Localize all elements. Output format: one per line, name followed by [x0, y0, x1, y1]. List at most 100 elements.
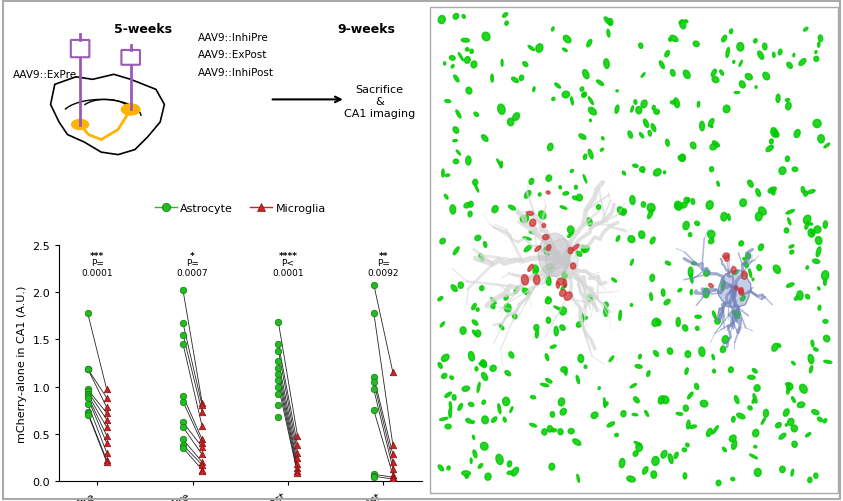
Ellipse shape [813, 260, 819, 264]
Ellipse shape [662, 290, 665, 297]
Ellipse shape [813, 120, 821, 128]
Ellipse shape [438, 465, 443, 471]
Ellipse shape [565, 370, 567, 375]
Ellipse shape [684, 198, 690, 204]
Ellipse shape [568, 429, 574, 434]
Ellipse shape [617, 207, 625, 215]
Ellipse shape [598, 387, 600, 390]
Ellipse shape [809, 366, 813, 373]
Ellipse shape [473, 180, 478, 186]
Ellipse shape [546, 318, 550, 324]
Ellipse shape [685, 351, 690, 358]
Ellipse shape [560, 307, 566, 315]
Text: AAV9::ExPre: AAV9::ExPre [13, 70, 77, 80]
Ellipse shape [524, 191, 531, 199]
Ellipse shape [712, 77, 719, 84]
Ellipse shape [451, 66, 454, 69]
Ellipse shape [439, 418, 448, 420]
Point [386, 471, 400, 479]
Ellipse shape [800, 385, 808, 393]
Ellipse shape [505, 22, 508, 26]
Ellipse shape [733, 61, 735, 64]
Ellipse shape [712, 370, 716, 373]
Point [196, 465, 209, 473]
Ellipse shape [642, 467, 648, 474]
Ellipse shape [709, 239, 714, 244]
Ellipse shape [679, 22, 683, 25]
Ellipse shape [529, 232, 535, 234]
Polygon shape [718, 271, 751, 308]
Ellipse shape [773, 131, 779, 138]
Ellipse shape [558, 398, 565, 406]
Ellipse shape [642, 170, 644, 173]
Point [271, 402, 285, 410]
Point [367, 386, 380, 394]
Ellipse shape [471, 421, 475, 424]
Point [100, 386, 114, 394]
Point [81, 386, 94, 394]
Point [176, 423, 190, 431]
Ellipse shape [609, 356, 614, 362]
Ellipse shape [808, 190, 815, 194]
Ellipse shape [639, 231, 645, 239]
Ellipse shape [503, 417, 506, 422]
Ellipse shape [772, 53, 775, 58]
Ellipse shape [790, 250, 794, 255]
Ellipse shape [563, 192, 569, 196]
Point [81, 409, 94, 417]
Ellipse shape [587, 41, 592, 48]
Ellipse shape [630, 196, 635, 205]
Ellipse shape [652, 106, 655, 111]
Point [100, 458, 114, 466]
Ellipse shape [471, 62, 477, 69]
Ellipse shape [540, 384, 549, 387]
Ellipse shape [653, 351, 658, 357]
Ellipse shape [690, 143, 696, 149]
Ellipse shape [739, 61, 743, 67]
Ellipse shape [475, 236, 481, 241]
Ellipse shape [661, 396, 669, 404]
Ellipse shape [464, 58, 470, 64]
Ellipse shape [642, 202, 646, 208]
Point [271, 319, 285, 327]
Point [386, 450, 400, 458]
Ellipse shape [438, 17, 445, 25]
Point [196, 450, 209, 458]
Ellipse shape [454, 160, 459, 164]
Ellipse shape [534, 276, 540, 285]
Text: AAV9::InhiPost: AAV9::InhiPost [198, 68, 274, 78]
Ellipse shape [600, 149, 604, 152]
Ellipse shape [459, 54, 464, 62]
Ellipse shape [456, 151, 460, 156]
Ellipse shape [663, 171, 666, 174]
Ellipse shape [653, 169, 661, 177]
Ellipse shape [564, 293, 572, 301]
Ellipse shape [504, 296, 508, 301]
Ellipse shape [792, 397, 795, 403]
Ellipse shape [583, 175, 587, 183]
Ellipse shape [604, 307, 608, 317]
Ellipse shape [687, 198, 690, 202]
Ellipse shape [583, 317, 588, 320]
Ellipse shape [550, 429, 556, 432]
Ellipse shape [445, 424, 451, 429]
Ellipse shape [791, 469, 793, 476]
Point [291, 454, 304, 462]
Point [81, 390, 94, 398]
Ellipse shape [507, 461, 512, 467]
Ellipse shape [722, 447, 727, 452]
Ellipse shape [685, 21, 688, 24]
Text: Sacrifice
&
CA1 imaging: Sacrifice & CA1 imaging [344, 85, 415, 118]
Ellipse shape [577, 195, 583, 201]
Ellipse shape [734, 396, 739, 404]
Ellipse shape [738, 290, 744, 296]
Ellipse shape [450, 376, 454, 380]
Ellipse shape [581, 314, 583, 323]
Ellipse shape [628, 132, 632, 139]
Ellipse shape [478, 464, 483, 468]
Ellipse shape [589, 120, 592, 122]
Ellipse shape [650, 293, 652, 301]
Ellipse shape [742, 272, 747, 280]
Ellipse shape [533, 88, 535, 92]
Ellipse shape [508, 206, 515, 210]
